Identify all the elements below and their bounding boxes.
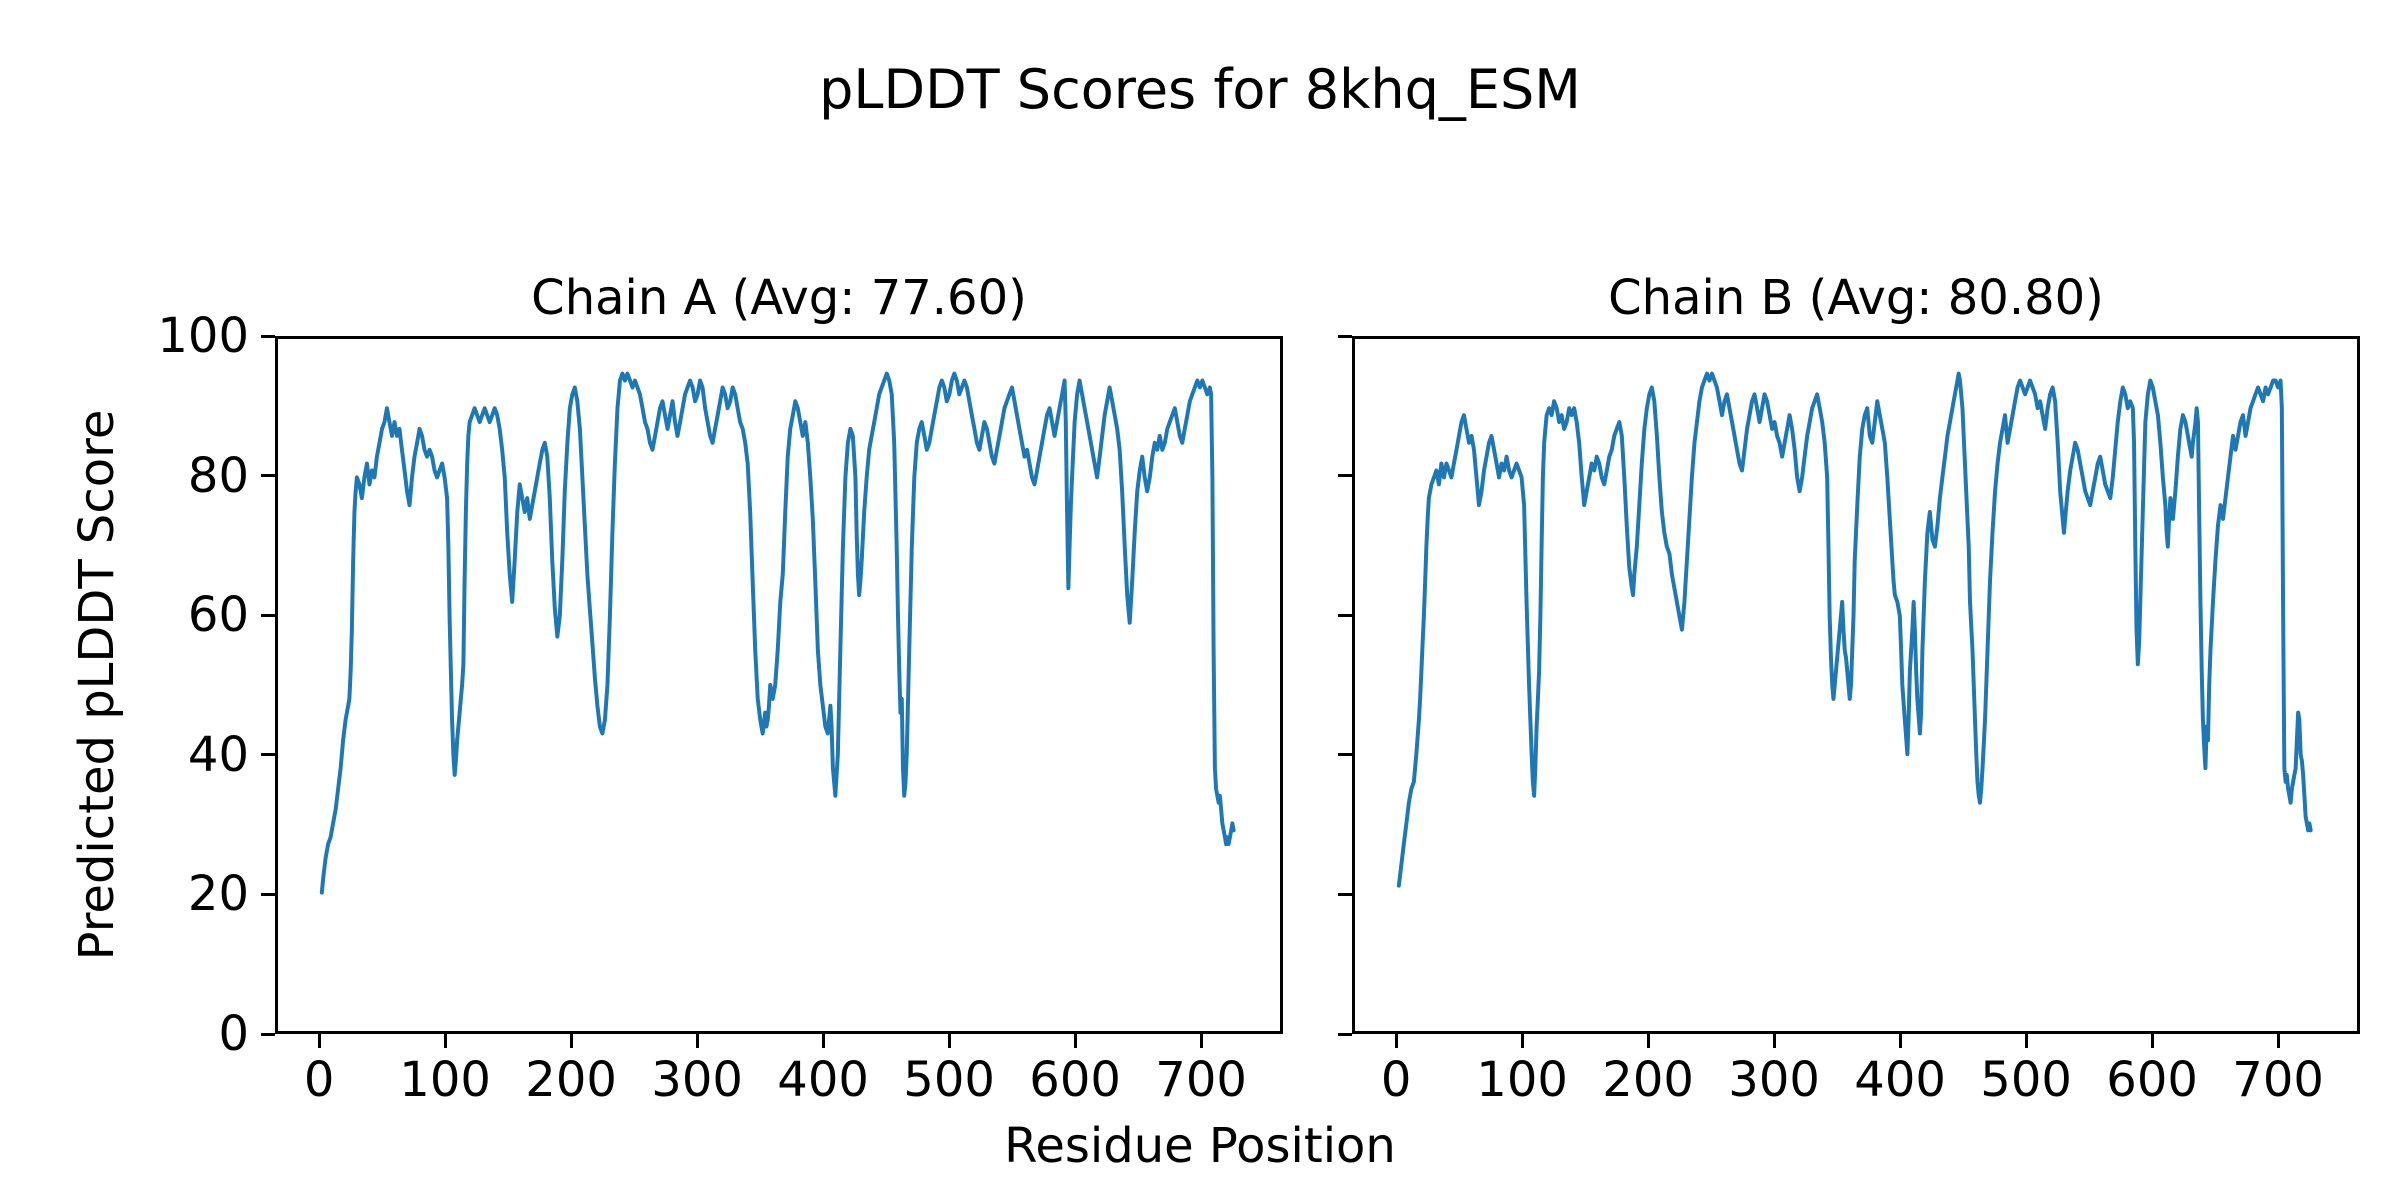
x-tick [317, 1034, 321, 1048]
x-tick-label: 100 [1476, 1052, 1568, 1108]
x-tick [1073, 1034, 1077, 1048]
y-tick [1338, 474, 1352, 478]
y-tick [261, 892, 275, 896]
plddt-series-Chain B [1396, 371, 2313, 888]
x-tick [2150, 1034, 2154, 1048]
y-tick-label: 80 [187, 447, 249, 504]
y-tick [1338, 753, 1352, 757]
y-tick [261, 1032, 275, 1036]
x-tick-label: 0 [303, 1052, 335, 1108]
x-tick-label: 200 [525, 1052, 617, 1108]
x-tick [443, 1034, 447, 1048]
plddt-series-Chain A [319, 371, 1236, 895]
x-axis-label: Residue Position [1004, 1118, 1396, 1174]
x-tick [1772, 1034, 1776, 1048]
x-tick [1520, 1034, 1524, 1048]
plddt-line-chart-chain-a [319, 371, 1236, 895]
y-tick [261, 753, 275, 757]
y-tick [261, 613, 275, 617]
subplot-title-chain-a: Chain A (Avg: 77.60) [531, 270, 1027, 326]
x-tick [947, 1034, 951, 1048]
x-tick [1646, 1034, 1650, 1048]
x-tick-label: 0 [1380, 1052, 1412, 1108]
plot-area-chain-a [275, 336, 1283, 1034]
y-tick [1338, 613, 1352, 617]
x-tick-label: 200 [1602, 1052, 1694, 1108]
y-tick [1338, 334, 1352, 338]
x-tick-label: 400 [777, 1052, 869, 1108]
x-tick-label: 700 [2232, 1052, 2324, 1108]
subplot-title-chain-b: Chain B (Avg: 80.80) [1608, 270, 2104, 326]
y-tick [261, 334, 275, 338]
y-tick-label: 0 [218, 1006, 249, 1062]
x-tick [2024, 1034, 2028, 1048]
y-tick-label: 20 [187, 866, 249, 923]
x-tick-label: 400 [1854, 1052, 1946, 1108]
plddt-line-chart-chain-b [1396, 371, 2313, 888]
x-tick [695, 1034, 699, 1048]
x-tick-label: 100 [399, 1052, 491, 1108]
x-tick-label: 500 [903, 1052, 995, 1108]
x-tick-label: 300 [1728, 1052, 1820, 1108]
plot-area-chain-b [1352, 336, 2360, 1034]
x-tick [1199, 1034, 1203, 1048]
y-tick-label: 100 [157, 308, 249, 364]
y-tick-label: 60 [187, 587, 249, 644]
x-tick [2276, 1034, 2280, 1048]
x-tick-label: 700 [1155, 1052, 1247, 1108]
x-tick [821, 1034, 825, 1048]
x-tick-label: 500 [1980, 1052, 2072, 1108]
x-tick [1898, 1034, 1902, 1048]
figure-title: pLDDT Scores for 8khq_ESM [819, 58, 1581, 121]
y-tick [1338, 1032, 1352, 1036]
x-tick [569, 1034, 573, 1048]
x-tick [1394, 1034, 1398, 1048]
x-tick-label: 300 [651, 1052, 743, 1108]
x-tick-label: 600 [1029, 1052, 1121, 1108]
y-tick [1338, 892, 1352, 896]
y-tick [261, 474, 275, 478]
x-tick-label: 600 [2106, 1052, 2198, 1108]
y-tick-label: 40 [187, 726, 249, 783]
